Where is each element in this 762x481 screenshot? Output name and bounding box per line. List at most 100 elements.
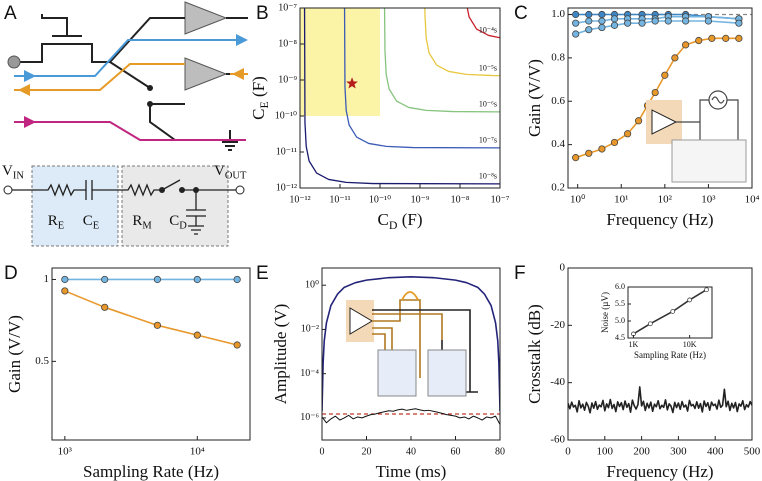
panel-label: A (4, 3, 17, 24)
data-point (624, 130, 632, 138)
data-point (585, 149, 593, 157)
y-axis-label-sub: E (257, 101, 271, 108)
data-point (664, 17, 672, 25)
contour-label: 10⁻⁵s (479, 63, 497, 72)
y-tick-label: 6.0 (615, 282, 625, 291)
arrow (232, 68, 244, 80)
axes-frame (299, 7, 501, 189)
amplifier-icon (651, 109, 678, 135)
data-point (572, 30, 580, 38)
data-point (610, 138, 619, 147)
wire (149, 104, 238, 151)
x-tick-label: 10⁻⁹ (411, 194, 430, 205)
y-tick-label: 10⁰ (305, 280, 319, 291)
data-point (638, 19, 646, 27)
contour-line (466, 8, 500, 39)
amplifier (184, 57, 228, 91)
contour-label: 10⁻⁷s (479, 136, 497, 145)
beaker (671, 139, 747, 183)
x-tick-label: 10⁻⁷ (491, 194, 510, 205)
node (193, 187, 199, 193)
panel-label: F (514, 263, 526, 284)
y-tick-label: 10⁻¹⁰ (275, 110, 297, 121)
axes-frame (51, 267, 251, 441)
schematic (3, 1, 248, 247)
data-point (153, 275, 162, 284)
y-tick-label: 1.0 (551, 8, 565, 20)
data-point (598, 145, 606, 153)
y-tick-label: 0.5 (35, 355, 49, 367)
data-point (153, 321, 162, 329)
data-point (682, 17, 690, 25)
x-axis-label-sub: D (389, 218, 398, 232)
circuit-label: RM (132, 213, 152, 231)
y-tick-label: 0.4 (551, 138, 565, 150)
arrow (236, 34, 248, 46)
x-tick-label: 10⁻⁸ (451, 194, 470, 205)
x-tick-label: 80 (495, 446, 505, 457)
x-axis-label: Frequency (Hz) (606, 210, 713, 229)
series-line (322, 276, 500, 412)
y-tick-label: 0 (560, 262, 566, 274)
panel-label: B (256, 3, 269, 24)
data-point (585, 10, 593, 19)
y-tick-label: 10⁻⁶ (300, 412, 319, 423)
x-tick-label: 40 (406, 446, 416, 457)
x-tick-label: 60 (451, 446, 461, 457)
x-tick-label: 10⁻¹² (289, 194, 310, 205)
panel-label: C (514, 3, 528, 24)
y-axis-label-unit: (F) (249, 76, 268, 97)
x-tick-label: 10³ (701, 194, 716, 206)
y-tick-label: 10⁻¹² (276, 182, 297, 193)
data-point (670, 309, 676, 314)
x-tick-label: 10² (658, 194, 673, 206)
arrow (24, 116, 36, 128)
circuit-label-main: V (2, 163, 13, 179)
y-axis-label: Amplitude (V) (271, 304, 290, 405)
node (147, 85, 153, 91)
x-tick-label: 10¹ (614, 194, 628, 206)
circuit-label: VOUT (214, 163, 247, 181)
y-tick-label: 10⁻² (301, 324, 319, 335)
arrow (18, 84, 30, 96)
data-point (661, 71, 669, 79)
wire (41, 14, 82, 37)
y-tick-label: 0.8 (551, 51, 565, 63)
y-tick-label: -20 (550, 319, 565, 331)
x-tick-label: 1K (629, 340, 639, 349)
terminal (235, 185, 245, 195)
contour-line (343, 8, 500, 149)
x-axis-label-unit: (F) (402, 210, 423, 229)
data-point (585, 17, 593, 25)
x-axis-label: Sampling Rate (Hz) (634, 350, 706, 360)
wire (20, 17, 248, 63)
circuit-label-sub: E (93, 221, 99, 232)
circuit-label: CD (169, 213, 187, 231)
circuit-label: CE (83, 213, 99, 231)
signal-arc (401, 291, 419, 301)
data-point (651, 88, 659, 97)
circuit-label-sub: D (179, 221, 187, 232)
circuit (12, 179, 236, 197)
x-tick-label: 10K (683, 340, 697, 349)
circuit-label-main: V (214, 163, 225, 179)
data-point (233, 275, 241, 284)
y-axis-label: Gain (V/V) (525, 59, 544, 137)
y-tick-label: 10⁻⁸ (278, 38, 297, 49)
x-tick-label: 20 (362, 446, 372, 457)
data-point (572, 154, 580, 162)
y-axis-label: Gain (V/V) (5, 315, 24, 393)
beaker (377, 349, 417, 397)
y-axis-label: CE (F) (249, 76, 271, 120)
wire (372, 299, 443, 380)
data-point (708, 34, 716, 42)
x-tick-label: 10⁴ (745, 194, 760, 206)
circuit-label-sub: E (58, 221, 64, 232)
x-tick-label: 200 (633, 446, 650, 458)
series-line (322, 408, 500, 425)
node (159, 187, 165, 193)
y-tick-label: 1 (44, 273, 50, 285)
terminal (3, 185, 13, 195)
y-tick-label: 4.5 (615, 333, 625, 342)
x-tick-label: 10⁴ (190, 446, 205, 458)
